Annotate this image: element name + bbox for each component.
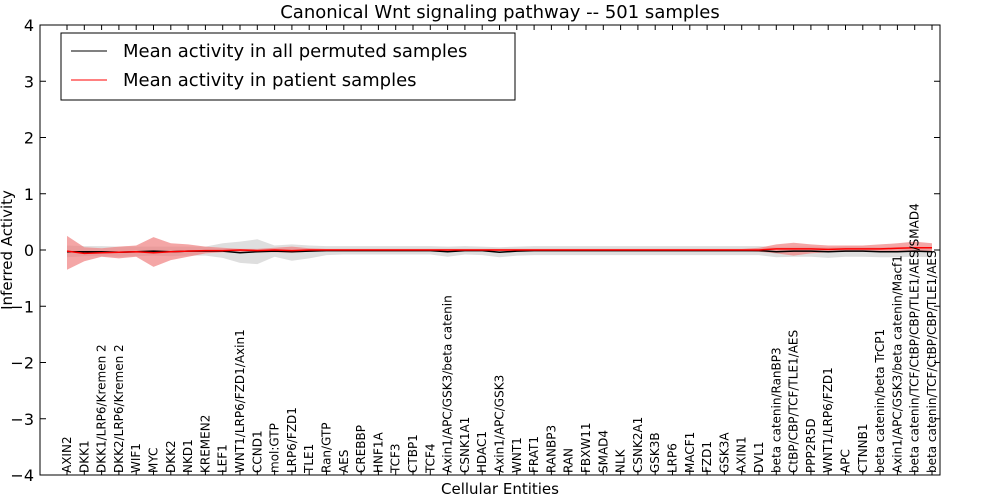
legend-label-patient: Mean activity in patient samples — [123, 70, 417, 91]
category-label: HDAC1 — [475, 431, 489, 473]
category-label: HNF1A — [371, 431, 385, 473]
y-tick-label: 3 — [24, 72, 34, 91]
y-tick-label: 4 — [24, 16, 34, 35]
x-axis — [66, 25, 933, 475]
category-label: CSNK1A1 — [458, 417, 472, 473]
category-label: beta catenin/beta TrCP1 — [873, 329, 887, 473]
category-label: beta catenin/RanBP3 — [769, 347, 783, 473]
category-label: CCND1 — [250, 430, 264, 473]
category-label: FRAT1 — [527, 436, 541, 473]
category-label: AES — [337, 450, 351, 473]
category-label: beta catenin/TCF/CtBP/CBP/TLE1/AES/SMAD4 — [908, 203, 922, 473]
category-label: WIF1 — [129, 443, 143, 473]
category-label: MYC — [147, 448, 161, 473]
category-label: RAN — [562, 448, 576, 473]
category-label: CREBBP — [354, 425, 368, 473]
y-tick-label: −1 — [10, 297, 34, 316]
category-label: DKK1 — [77, 440, 91, 473]
category-label: TCF3 — [389, 443, 403, 474]
category-label: NLK — [614, 448, 628, 473]
category-label: LRP6 — [666, 443, 680, 473]
category-label: CSNK2A1 — [631, 417, 645, 473]
y-tick-label: 1 — [24, 185, 34, 204]
category-label: TLE1 — [302, 444, 316, 474]
category-label: APC — [839, 449, 853, 473]
category-label: MACF1 — [683, 432, 697, 473]
category-label: TCF4 — [423, 443, 437, 474]
category-label: DKK2 — [164, 440, 178, 473]
category-label: CtBP/CBP/TCF/TLE1/AES — [787, 330, 801, 473]
category-label: mol:GTP — [268, 423, 282, 473]
category-label: DKK2/LRP6/Kremen 2 — [112, 344, 126, 473]
category-label: CTNNB1 — [856, 423, 870, 473]
category-label: beta catenin/TCF/CtBP/CBP/TLE1/AES — [925, 250, 939, 473]
legend: Mean activity in all permuted samples Me… — [60, 32, 516, 101]
y-tick-label: −4 — [10, 466, 34, 485]
series-line-patient — [66, 247, 932, 255]
category-label: WNT1/LRP6/FZD1/Axin1 — [233, 329, 247, 473]
y-axis-title: Inferred Activity — [0, 190, 16, 310]
category-label: FZD1 — [700, 441, 714, 473]
category-label: Axin1/APC/GSK3/beta catenin/Macf1 — [890, 255, 904, 473]
legend-label-permuted: Mean activity in all permuted samples — [123, 41, 467, 62]
y-tick-label: 0 — [24, 241, 34, 260]
y-axis: 4 3 2 1 0 −1 −2 −3 −4 — [10, 16, 940, 485]
category-label: WNT1 — [510, 437, 524, 473]
category-label: NKD1 — [181, 439, 195, 473]
y-tick-label: −2 — [10, 354, 34, 373]
y-tick-label: −3 — [10, 410, 34, 429]
x-axis-title: Cellular Entities — [441, 480, 559, 498]
category-label: CTBP1 — [406, 434, 420, 473]
category-label: RANBP3 — [544, 425, 558, 473]
category-label: LEF1 — [216, 444, 230, 473]
band-patient — [67, 235, 932, 270]
category-label: PPP2R5D — [804, 418, 818, 473]
category-label: FBXW11 — [579, 423, 593, 474]
category-label: AXIN1 — [735, 436, 749, 473]
category-label: GSK3A — [717, 432, 731, 473]
category-label: LRP6/FZD1 — [285, 407, 299, 473]
category-labels: AXIN2 DKK1 DKK1/LRP6/Kremen 2 DKK2/LRP6/Kre… — [60, 203, 939, 474]
category-label: Axin1/APC/GSK3 — [493, 375, 507, 473]
category-label: GSK3B — [648, 432, 662, 473]
category-label: Ran/GTP — [320, 422, 334, 473]
category-label: WNT1/LRP6/FZD1 — [821, 367, 835, 473]
category-label: DVL1 — [752, 441, 766, 473]
y-tick-label: 2 — [24, 129, 34, 148]
category-label: AXIN2 — [60, 436, 74, 473]
category-label: Axin1/APC/GSK3/beta catenin — [441, 295, 455, 473]
chart-title: Canonical Wnt signaling pathway -- 501 s… — [280, 2, 720, 23]
category-label: KREMEN2 — [198, 415, 212, 473]
series-lines — [66, 247, 933, 255]
legend-box — [60, 32, 516, 101]
category-label: DKK1/LRP6/Kremen 2 — [95, 344, 109, 473]
category-label: SMAD4 — [596, 430, 610, 473]
